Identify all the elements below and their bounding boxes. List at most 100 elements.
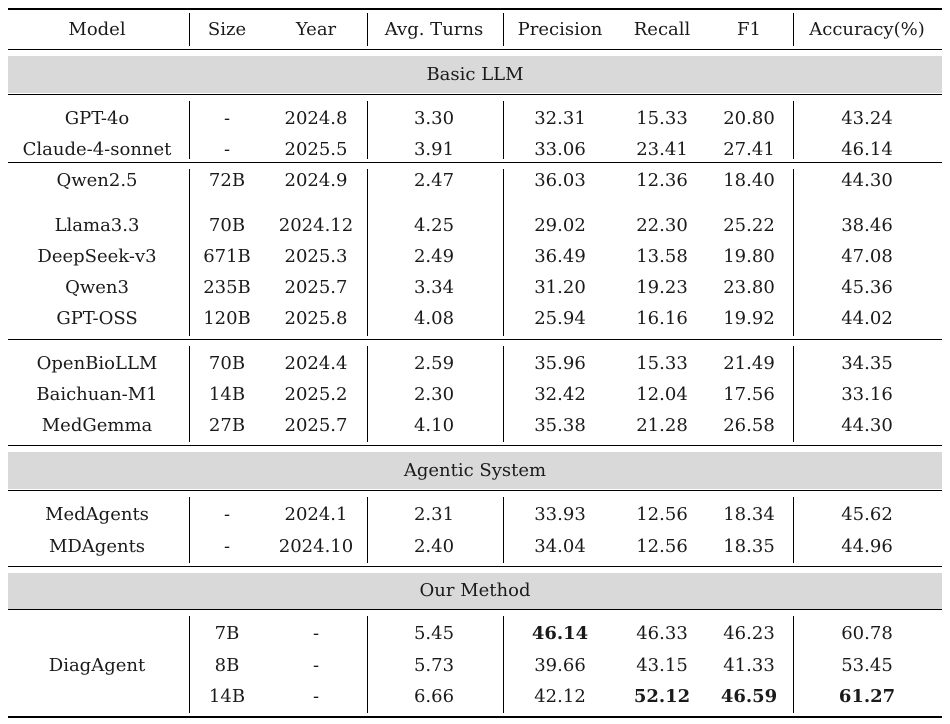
table-cell: 4.25 bbox=[413, 215, 455, 236]
table-cell: 12.04 bbox=[636, 384, 688, 405]
table-cell: 47.08 bbox=[841, 246, 893, 267]
table-cell: 44.96 bbox=[841, 536, 893, 557]
table-cell: 25.22 bbox=[723, 215, 775, 236]
table-cell: 43.24 bbox=[841, 108, 893, 129]
column-divider bbox=[503, 101, 504, 159]
table-cell: 23.41 bbox=[636, 139, 688, 160]
column-divider bbox=[793, 101, 794, 159]
table-cell: 27.41 bbox=[723, 139, 775, 160]
table-cell: 72B bbox=[208, 170, 246, 191]
table-cell: 19.80 bbox=[723, 246, 775, 267]
section-title: Agentic System bbox=[403, 460, 547, 481]
table-cell: - bbox=[223, 504, 231, 525]
table-cell: 33.06 bbox=[534, 139, 586, 160]
table-rule bbox=[8, 716, 942, 718]
table-cell: 2024.4 bbox=[284, 353, 348, 374]
table-cell: 2024.1 bbox=[284, 504, 348, 525]
column-divider bbox=[189, 13, 190, 46]
table-cell: 2024.8 bbox=[284, 108, 348, 129]
table-cell: 23.80 bbox=[723, 277, 775, 298]
table-cell: 2025.8 bbox=[284, 308, 348, 329]
table-cell: 53.45 bbox=[841, 655, 893, 676]
table-cell: 61.27 bbox=[838, 686, 896, 707]
table-cell: 12.56 bbox=[636, 504, 688, 525]
table-cell: 44.30 bbox=[841, 415, 893, 436]
table-cell: 42.12 bbox=[534, 686, 586, 707]
model-name: Baichuan-M1 bbox=[36, 384, 158, 405]
column-divider bbox=[793, 497, 794, 563]
table-cell: 2024.12 bbox=[278, 215, 354, 236]
table-cell: 3.91 bbox=[413, 139, 455, 160]
table-cell: 12.36 bbox=[636, 170, 688, 191]
table-cell: 35.38 bbox=[534, 415, 586, 436]
table-cell: 32.42 bbox=[534, 384, 586, 405]
table-cell: 2.49 bbox=[413, 246, 455, 267]
table-rule bbox=[8, 445, 942, 446]
table-cell: 46.14 bbox=[531, 623, 589, 644]
table-cell: 34.35 bbox=[841, 353, 893, 374]
table-rule bbox=[8, 94, 942, 95]
table-cell: 17.56 bbox=[723, 384, 775, 405]
table-cell: 60.78 bbox=[841, 623, 893, 644]
column-divider bbox=[367, 13, 368, 46]
table-cell: 46.23 bbox=[723, 623, 775, 644]
header-6: F1 bbox=[737, 19, 761, 40]
table-cell: 18.34 bbox=[723, 504, 775, 525]
table-cell: 18.40 bbox=[723, 170, 775, 191]
header-4: Precision bbox=[517, 19, 603, 40]
table-cell: 29.02 bbox=[534, 215, 586, 236]
table-cell: 27B bbox=[208, 415, 246, 436]
model-name: MedAgents bbox=[45, 504, 149, 525]
header-5: Recall bbox=[633, 19, 691, 40]
table-cell: 32.31 bbox=[534, 108, 586, 129]
table-cell: 13.58 bbox=[636, 246, 688, 267]
table-cell: 5.73 bbox=[413, 655, 455, 676]
table-cell: - bbox=[223, 139, 231, 160]
table-cell: 70B bbox=[208, 215, 246, 236]
table-cell: 43.15 bbox=[636, 655, 688, 676]
section-band bbox=[8, 56, 942, 93]
column-divider bbox=[367, 346, 368, 442]
header-7: Accuracy(%) bbox=[809, 19, 925, 40]
section-band bbox=[8, 573, 942, 609]
table-cell: 7B bbox=[214, 623, 240, 644]
table-cell: 39.66 bbox=[534, 655, 586, 676]
table-cell: 2.59 bbox=[413, 353, 455, 374]
column-divider bbox=[367, 169, 368, 336]
header-0: Model bbox=[68, 19, 126, 40]
table-cell: 70B bbox=[208, 353, 246, 374]
header-1: Size bbox=[207, 19, 247, 40]
table-cell: 2.40 bbox=[413, 536, 455, 557]
table-cell: 18.35 bbox=[723, 536, 775, 557]
table-cell: 3.34 bbox=[413, 277, 455, 298]
table-cell: 4.08 bbox=[413, 308, 455, 329]
table-cell: 52.12 bbox=[633, 686, 691, 707]
model-name: Qwen2.5 bbox=[56, 170, 138, 191]
table-cell: 20.80 bbox=[723, 108, 775, 129]
table-cell: 15.33 bbox=[636, 108, 688, 129]
model-name: Claude-4-sonnet bbox=[22, 139, 172, 160]
model-name: MDAgents bbox=[48, 536, 146, 557]
table-cell: 45.36 bbox=[841, 277, 893, 298]
column-divider bbox=[189, 346, 190, 442]
table-rule bbox=[8, 8, 942, 10]
table-cell: 14B bbox=[208, 686, 246, 707]
table-cell: 31.20 bbox=[534, 277, 586, 298]
table-cell: 22.30 bbox=[636, 215, 688, 236]
table-cell: - bbox=[223, 108, 231, 129]
section-band bbox=[8, 452, 942, 489]
table-cell: 5.45 bbox=[413, 623, 455, 644]
table-rule bbox=[8, 49, 942, 50]
table-rule bbox=[8, 339, 942, 340]
table-cell: 120B bbox=[203, 308, 251, 329]
table-cell: 2025.3 bbox=[284, 246, 348, 267]
column-divider bbox=[503, 616, 504, 713]
table-cell: 34.04 bbox=[534, 536, 586, 557]
table-cell: 33.16 bbox=[841, 384, 893, 405]
table-cell: 671B bbox=[203, 246, 251, 267]
model-name: DeepSeek-v3 bbox=[37, 246, 157, 267]
column-divider bbox=[367, 497, 368, 563]
table-cell: 235B bbox=[203, 277, 251, 298]
table-cell: 12.56 bbox=[636, 536, 688, 557]
table-cell: 44.02 bbox=[841, 308, 893, 329]
